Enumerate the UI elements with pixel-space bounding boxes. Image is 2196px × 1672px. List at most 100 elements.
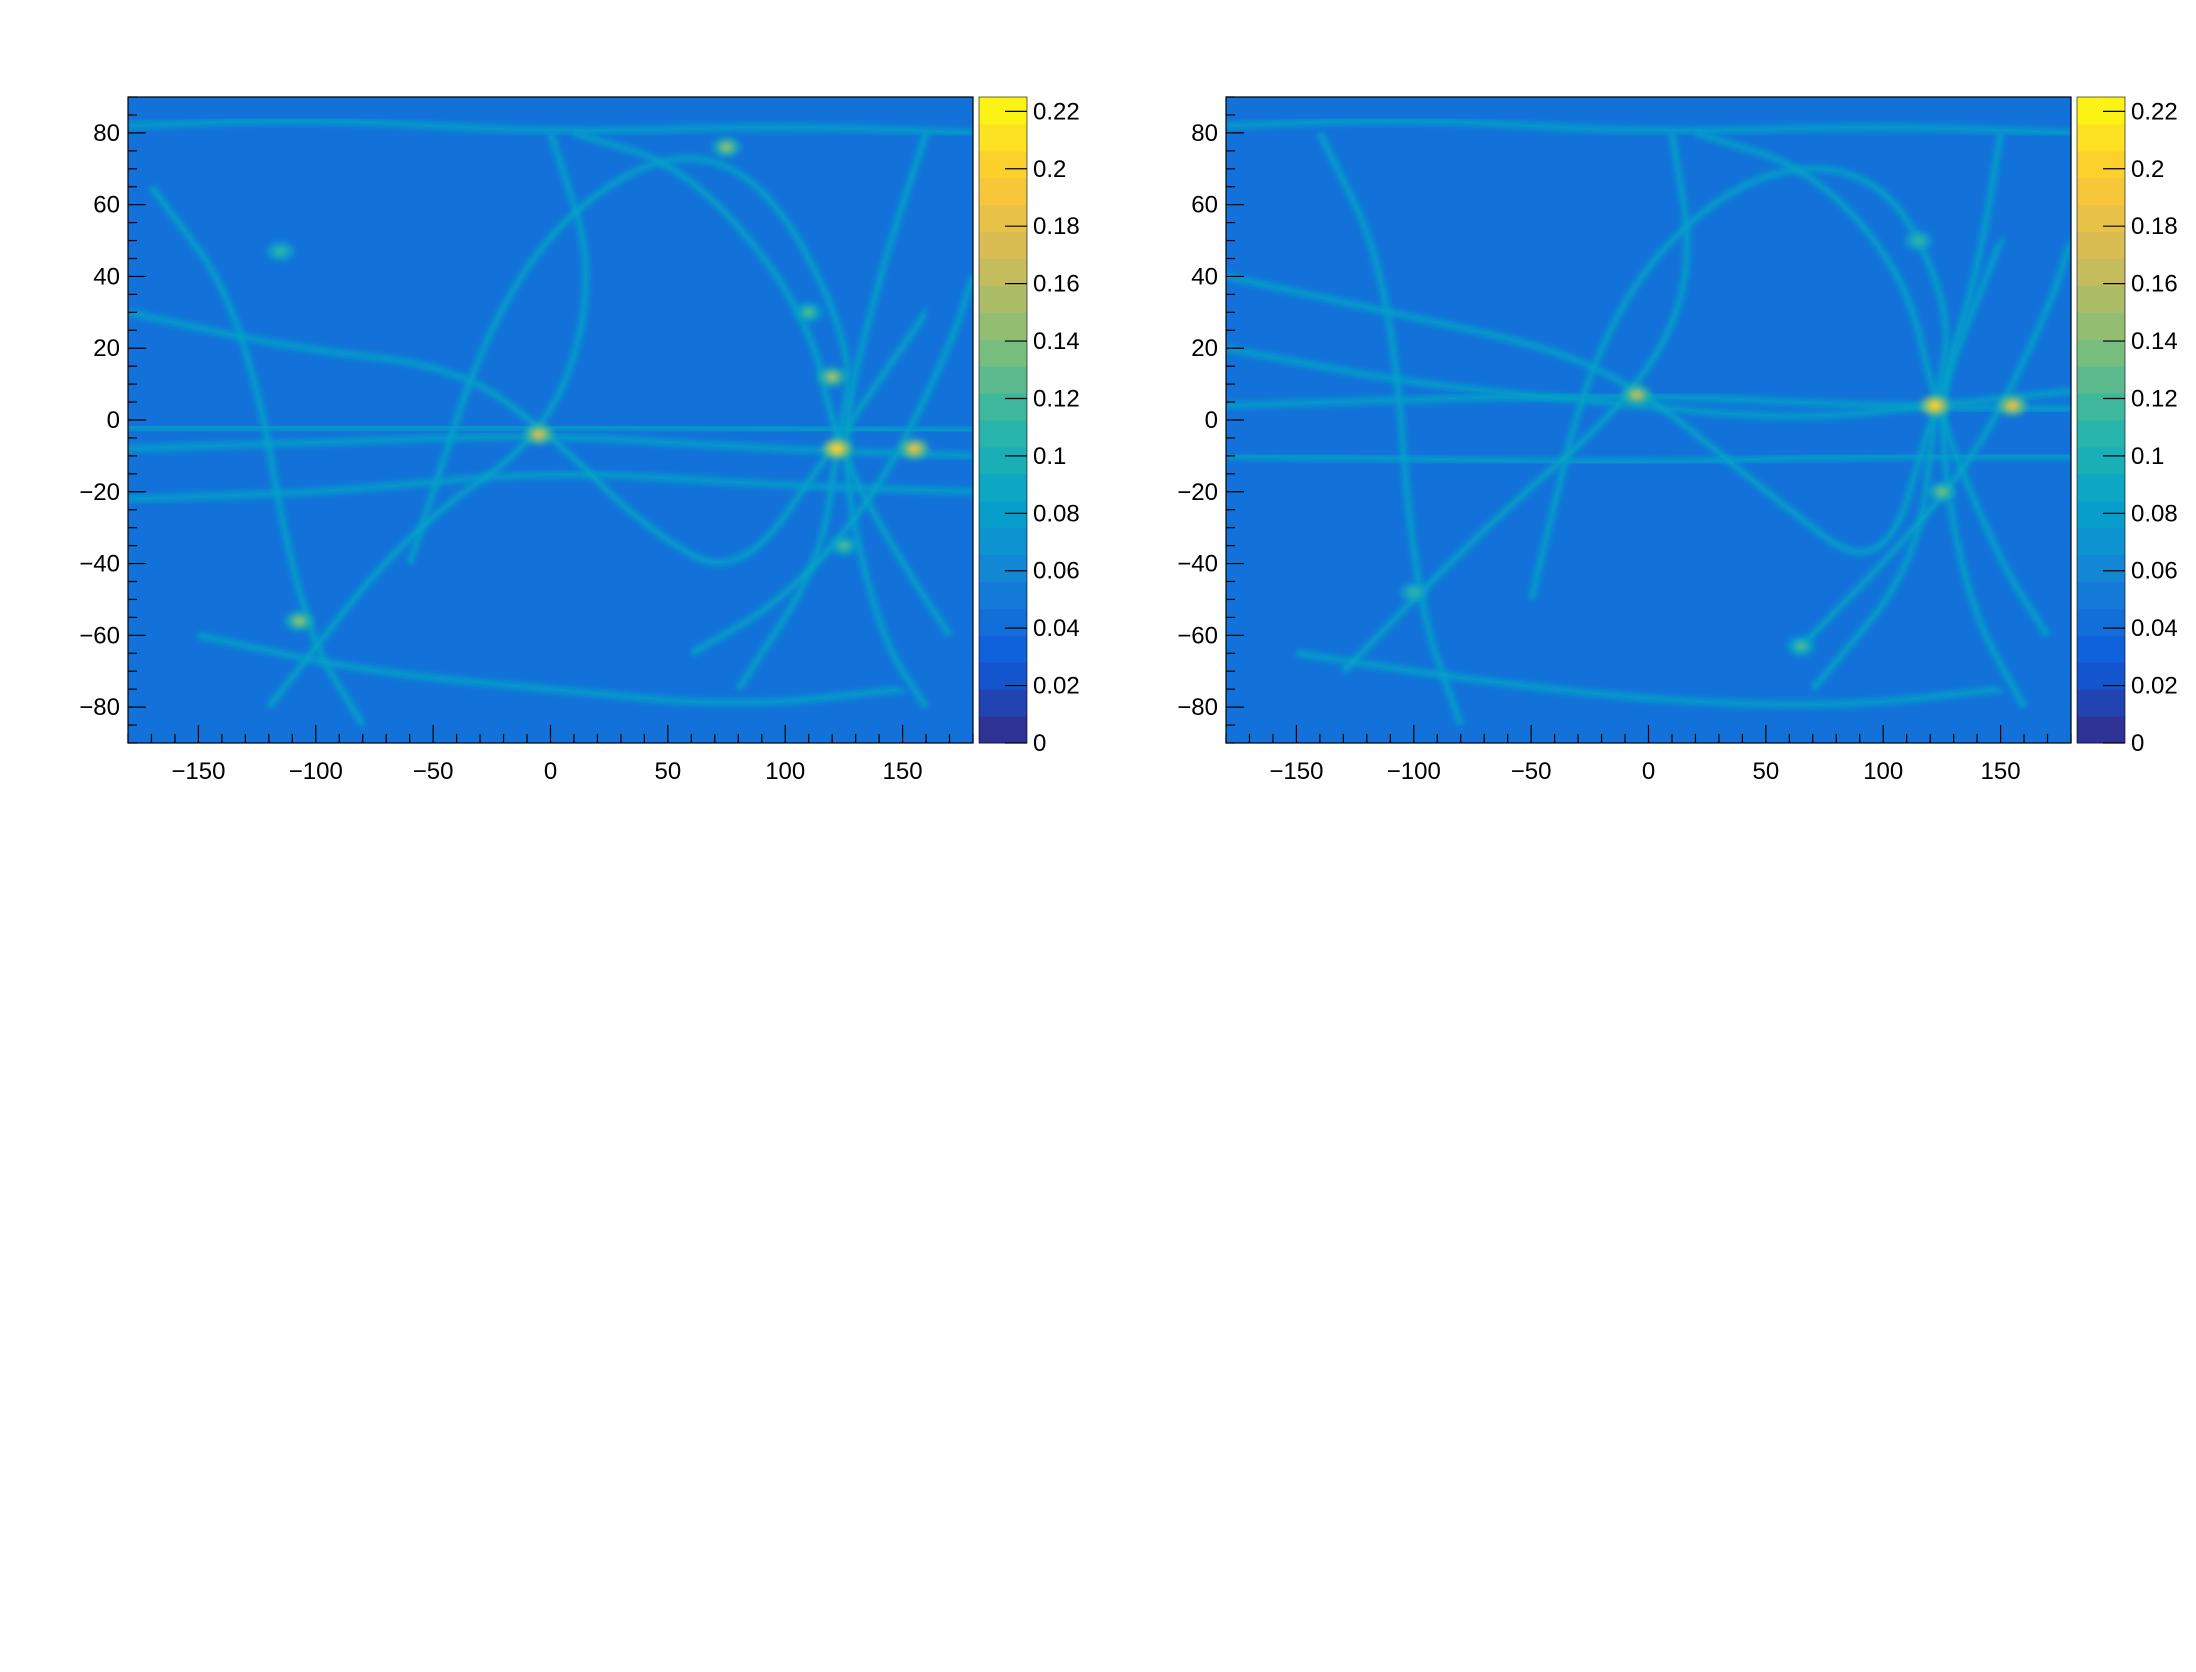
colorbar-tick-label-right: 0 bbox=[2131, 730, 2144, 757]
colorbar-band-right bbox=[2077, 177, 2125, 206]
colorbar-tick-label-left: 0.08 bbox=[1033, 500, 1080, 527]
colorbar-tick-label-right: 0.12 bbox=[2131, 385, 2178, 412]
ring-core-left bbox=[128, 119, 973, 135]
colorbar-frame-right bbox=[2076, 96, 2126, 744]
y-tick-label-right: −20 bbox=[1177, 479, 1218, 506]
x-tick-label-right: −150 bbox=[1269, 758, 1323, 785]
ring-core-right bbox=[1226, 346, 2071, 418]
ring-core-left bbox=[150, 185, 365, 726]
hotspot-left bbox=[836, 540, 851, 551]
x-tick-label-right: 100 bbox=[1863, 758, 1903, 785]
colorbar-band-left bbox=[979, 393, 1027, 421]
colorbar-band-left bbox=[979, 231, 1027, 259]
hotspot-right bbox=[1927, 400, 1942, 411]
x-tick-label-right: 150 bbox=[1981, 758, 2021, 785]
colorbar-band-left bbox=[979, 500, 1027, 529]
colorbar-tick-label-right: 0.02 bbox=[2131, 673, 2178, 700]
hotspot-left bbox=[801, 307, 816, 318]
colorbar-tick-label-left: 0.04 bbox=[1033, 615, 1080, 642]
y-tick-label-right: −80 bbox=[1177, 694, 1218, 721]
colorbar-tick-label-right: 0.1 bbox=[2131, 443, 2164, 470]
colorbar-band-left bbox=[979, 150, 1027, 179]
colorbar-band-left bbox=[979, 258, 1027, 286]
y-tick-label-left: −60 bbox=[79, 622, 120, 649]
colorbar-band-left bbox=[979, 312, 1027, 340]
colorbar-band-left bbox=[979, 366, 1027, 394]
colorbar-band-right bbox=[2077, 258, 2125, 286]
x-tick-label-left: −100 bbox=[289, 758, 343, 785]
colorbar-band-left bbox=[979, 527, 1027, 556]
colorbar-frame-left bbox=[978, 96, 1028, 744]
hotspot-right bbox=[1406, 587, 1421, 598]
colorbar-band-right bbox=[2077, 716, 2125, 744]
colorbar-tick-label-left: 0.14 bbox=[1033, 328, 1080, 355]
colorbar-band-left bbox=[979, 339, 1027, 367]
colorbar-band-right bbox=[2077, 446, 2125, 475]
colorbar-band-right bbox=[2077, 473, 2125, 502]
y-tick-label-right: −40 bbox=[1177, 551, 1218, 578]
ring-core-left bbox=[267, 132, 588, 709]
colorbar-band-right bbox=[2077, 527, 2125, 556]
colorbar-tick-label-right: 0.16 bbox=[2131, 271, 2178, 298]
colorbar-band-right bbox=[2077, 393, 2125, 421]
colorbar-tick-label-left: 0.12 bbox=[1033, 385, 1080, 412]
colorbar-band-left bbox=[979, 581, 1027, 609]
ring-core-right bbox=[1296, 651, 2001, 707]
colorbar-band-left bbox=[979, 716, 1027, 744]
colorbar-band-right bbox=[2077, 97, 2125, 125]
colorbar-tick-label-left: 0.2 bbox=[1033, 156, 1066, 183]
colorbar-band-right bbox=[2077, 285, 2125, 313]
hotspot-left bbox=[719, 142, 734, 153]
hotspot-right bbox=[2005, 400, 2020, 411]
hotspot-left bbox=[531, 429, 546, 440]
colorbar-band-right bbox=[2077, 500, 2125, 529]
colorbar-band-left bbox=[979, 97, 1027, 125]
ring-core-left bbox=[408, 157, 850, 690]
y-tick-label-right: 0 bbox=[1205, 407, 1218, 434]
x-tick-label-right: 50 bbox=[1753, 758, 1780, 785]
colorbar-band-right bbox=[2077, 204, 2125, 233]
ring-core-right bbox=[1800, 240, 2071, 648]
colorbar-band-left bbox=[979, 554, 1027, 582]
ring-core-right bbox=[1942, 132, 2026, 708]
ring-core-right bbox=[1226, 119, 2071, 135]
x-tick-label-left: 150 bbox=[883, 758, 923, 785]
ring-core-right bbox=[1342, 132, 1689, 673]
y-tick-label-right: 40 bbox=[1191, 263, 1218, 290]
colorbar-tick-label-left: 0.18 bbox=[1033, 213, 1080, 240]
x-tick-label-right: 0 bbox=[1642, 758, 1655, 785]
colorbar-band-left bbox=[979, 123, 1027, 152]
y-tick-label-left: 60 bbox=[93, 192, 120, 219]
colorbar-band-left bbox=[979, 446, 1027, 475]
hotspot-left bbox=[273, 246, 288, 257]
colorbar-tick-label-right: 0.08 bbox=[2131, 500, 2178, 527]
y-tick-label-right: 80 bbox=[1191, 120, 1218, 147]
colorbar-tick-label-left: 0.22 bbox=[1033, 98, 1080, 125]
y-tick-label-right: 60 bbox=[1191, 192, 1218, 219]
hotspot-left bbox=[825, 371, 840, 382]
colorbar-tick-label-right: 0.2 bbox=[2131, 156, 2164, 183]
colorbar-band-left bbox=[979, 177, 1027, 206]
x-tick-label-left: −50 bbox=[413, 758, 454, 785]
colorbar-tick-label-left: 0.06 bbox=[1033, 558, 1080, 585]
colorbar-band-right bbox=[2077, 231, 2125, 259]
hotspot-left bbox=[829, 443, 844, 454]
colorbar-band-left bbox=[979, 204, 1027, 233]
ring-core-right bbox=[1695, 131, 2049, 637]
colorbar-tick-label-left: 0 bbox=[1033, 730, 1046, 757]
hotspot-left bbox=[907, 443, 922, 454]
colorbar-band-right bbox=[2077, 123, 2125, 152]
colorbar-band-left bbox=[979, 420, 1027, 448]
colorbar-tick-label-left: 0.1 bbox=[1033, 443, 1066, 470]
colorbar-band-right bbox=[2077, 312, 2125, 340]
colorbar-band-right bbox=[2077, 608, 2125, 636]
ring-core-right bbox=[1529, 167, 1948, 691]
colorbar-band-left bbox=[979, 608, 1027, 636]
colorbar-band-left bbox=[979, 473, 1027, 502]
colorbar-band-left bbox=[979, 285, 1027, 313]
heatmap-panel-right: −150 −100 −50 0 50 100 150 80 60 40 20 0 −20 −40 −60 −8… bbox=[1098, 0, 2196, 800]
x-tick-label-left: 100 bbox=[765, 758, 805, 785]
ring-core-left bbox=[690, 275, 973, 655]
ring-core-left bbox=[128, 473, 973, 501]
x-tick-label-left: 50 bbox=[655, 758, 682, 785]
